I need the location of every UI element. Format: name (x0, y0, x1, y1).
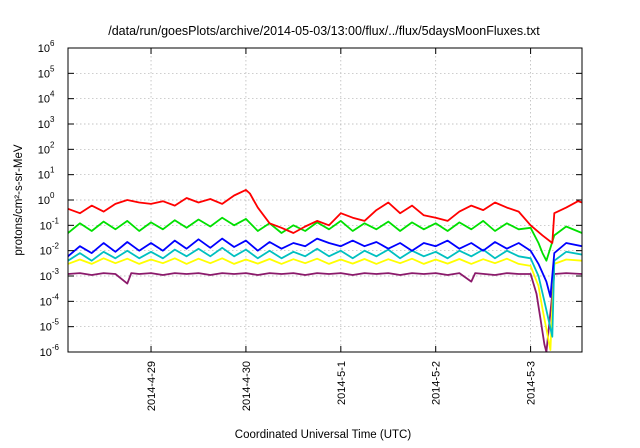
series-line (68, 237, 582, 298)
chart-title: /data/run/goesPlots/archive/2014-05-03/1… (108, 24, 540, 38)
y-tick-label: 101 (38, 166, 55, 182)
y-tick-label: 102 (38, 140, 55, 156)
data-series (68, 188, 582, 352)
y-tick-label: 10-1 (40, 216, 60, 232)
y-tick-label: 10-5 (40, 318, 60, 334)
x-tick-label: 2014-5-2 (431, 361, 443, 405)
series-line (68, 246, 582, 338)
y-tick-label: 10-4 (40, 292, 60, 308)
series-line (68, 272, 582, 352)
x-axis-label: Coordinated Universal Time (UTC) (235, 429, 412, 441)
series-line (68, 257, 582, 351)
axes: 10-6 10-5 10-4 10-3 10-2 10-1 100 101 102 103 104 1… (38, 39, 582, 411)
series-line (68, 216, 582, 262)
grid-lines (68, 47, 582, 353)
y-tick-label: 10-6 (40, 343, 60, 359)
y-tick-label: 106 (38, 39, 55, 55)
y-tick-label: 10-3 (40, 267, 60, 283)
x-tick-label: 2014-5-3 (526, 361, 538, 405)
y-axis-label: protons/cm²-s-sr-MeV (13, 144, 25, 256)
y-tick-label: 100 (38, 191, 55, 207)
x-tick-label: 2014-4-29 (146, 361, 158, 411)
y-tick-label: 104 (38, 90, 55, 106)
plot-frame (67, 47, 583, 353)
y-tick-label: 10-2 (40, 242, 60, 258)
series-line (68, 188, 582, 244)
y-tick-label: 105 (38, 64, 55, 80)
x-tick-label: 2014-5-1 (336, 361, 348, 405)
x-tick-label: 2014-4-30 (241, 361, 253, 411)
y-tick-label: 103 (38, 115, 55, 131)
